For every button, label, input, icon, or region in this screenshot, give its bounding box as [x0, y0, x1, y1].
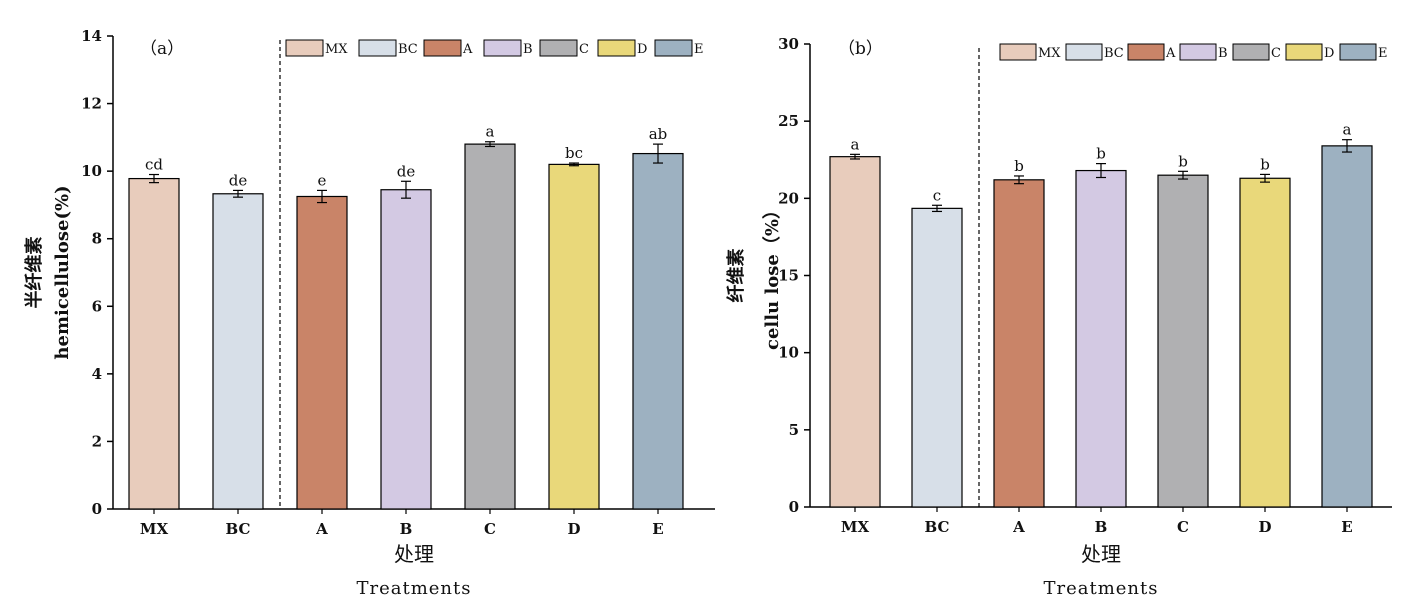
significance-label: de — [397, 162, 416, 180]
y-tick-label: 5 — [789, 421, 799, 439]
legend-swatch-b — [1179, 43, 1217, 61]
y-tick-label: 8 — [92, 230, 102, 248]
y-axis-label-en: hemicellulose(%) — [52, 185, 73, 359]
bar-mx — [829, 156, 881, 508]
legend-label: BC — [1104, 46, 1124, 61]
legend-swatch-bc — [1065, 43, 1103, 61]
legend-label: BC — [398, 42, 418, 57]
significance-label: ab — [649, 125, 668, 143]
legend-label: A — [462, 42, 473, 57]
legend-label: D — [637, 42, 647, 57]
legend-swatch-mx — [999, 43, 1037, 61]
y-tick-label: 10 — [778, 344, 799, 362]
significance-label: cd — [145, 156, 163, 174]
y-axis-label-cn: 半纤维素 — [23, 237, 45, 309]
y-tick-label: 4 — [92, 365, 102, 383]
y-tick-label: 12 — [81, 95, 102, 113]
y-tick-label: 0 — [789, 498, 799, 516]
legend-label: E — [1378, 46, 1388, 61]
bar-d — [1239, 177, 1291, 508]
bar-c — [1157, 174, 1209, 508]
bar-e — [1321, 145, 1373, 508]
legend-swatch-c — [1232, 43, 1270, 61]
significance-label: c — [933, 186, 941, 204]
significance-label: a — [851, 135, 860, 153]
bar-d — [548, 163, 600, 510]
legend-label: C — [1271, 46, 1281, 61]
x-tick-label: C — [1177, 518, 1189, 536]
y-tick-label: 25 — [778, 112, 799, 130]
bar-e — [632, 152, 684, 510]
y-tick-label: 0 — [92, 500, 102, 518]
legend-swatch-d — [597, 39, 636, 57]
legend-swatch-b — [483, 39, 522, 57]
bar-mx — [128, 177, 180, 510]
x-tick-label: BC — [226, 520, 251, 538]
legend-swatch-mx — [285, 39, 324, 57]
x-axis-label-cn: 处理 — [394, 542, 434, 566]
legend-swatch-d — [1285, 43, 1323, 61]
legend-swatch-a — [1127, 43, 1165, 61]
bar-c — [464, 143, 516, 510]
legend-label: MX — [1038, 46, 1061, 61]
legend-label: B — [1218, 46, 1228, 61]
significance-label: b — [1014, 157, 1024, 175]
legend-swatch-a — [423, 39, 462, 57]
legend-swatch-e — [1339, 43, 1377, 61]
legend-label: E — [694, 42, 704, 57]
legend-swatch-bc — [358, 39, 397, 57]
y-tick-label: 30 — [778, 35, 799, 53]
significance-label: e — [318, 171, 327, 189]
x-tick-label: A — [1012, 518, 1025, 536]
bar-bc — [911, 207, 963, 508]
legend-label: D — [1324, 46, 1334, 61]
x-tick-label: A — [315, 520, 328, 538]
panel-label: （b） — [838, 39, 883, 59]
legend-label: C — [579, 42, 589, 57]
legend-label: MX — [325, 42, 348, 57]
x-tick-label: E — [652, 520, 663, 538]
significance-label: bc — [565, 144, 583, 162]
x-tick-label: BC — [925, 518, 950, 536]
bar-a — [296, 195, 348, 510]
bar-a — [993, 179, 1045, 508]
y-tick-label: 20 — [778, 189, 799, 207]
significance-label: a — [1343, 121, 1352, 139]
y-tick-label: 6 — [92, 297, 102, 315]
y-axis-label-en: cellu lose（%） — [762, 201, 783, 350]
x-axis-label-en: Treatments — [356, 578, 471, 599]
significance-label: b — [1260, 155, 1270, 173]
y-axis-label-cn: 纤维素 — [725, 249, 747, 303]
x-tick-label: D — [567, 520, 580, 538]
x-tick-label: B — [400, 520, 413, 538]
legend-swatch-e — [654, 39, 693, 57]
bar-bc — [212, 193, 264, 510]
panel-label: （a） — [140, 39, 184, 59]
x-axis-label-cn: 处理 — [1081, 542, 1121, 566]
legend-label: A — [1165, 46, 1176, 61]
significance-label: b — [1096, 145, 1106, 163]
y-tick-label: 14 — [81, 27, 102, 45]
x-tick-label: MX — [140, 520, 169, 538]
significance-label: b — [1178, 152, 1188, 170]
y-tick-label: 10 — [81, 162, 102, 180]
x-tick-label: MX — [841, 518, 870, 536]
y-tick-label: 15 — [778, 267, 799, 285]
significance-label: de — [229, 171, 248, 189]
legend-label: B — [523, 42, 533, 57]
x-tick-label: B — [1095, 518, 1108, 536]
bar-b — [1075, 169, 1127, 508]
x-tick-label: C — [484, 520, 496, 538]
bar-b — [380, 189, 432, 510]
significance-label: a — [486, 123, 495, 141]
x-axis-label-en: Treatments — [1043, 578, 1158, 599]
x-tick-label: D — [1258, 518, 1271, 536]
y-tick-label: 2 — [92, 432, 102, 450]
legend-swatch-c — [539, 39, 578, 57]
x-tick-label: E — [1341, 518, 1352, 536]
